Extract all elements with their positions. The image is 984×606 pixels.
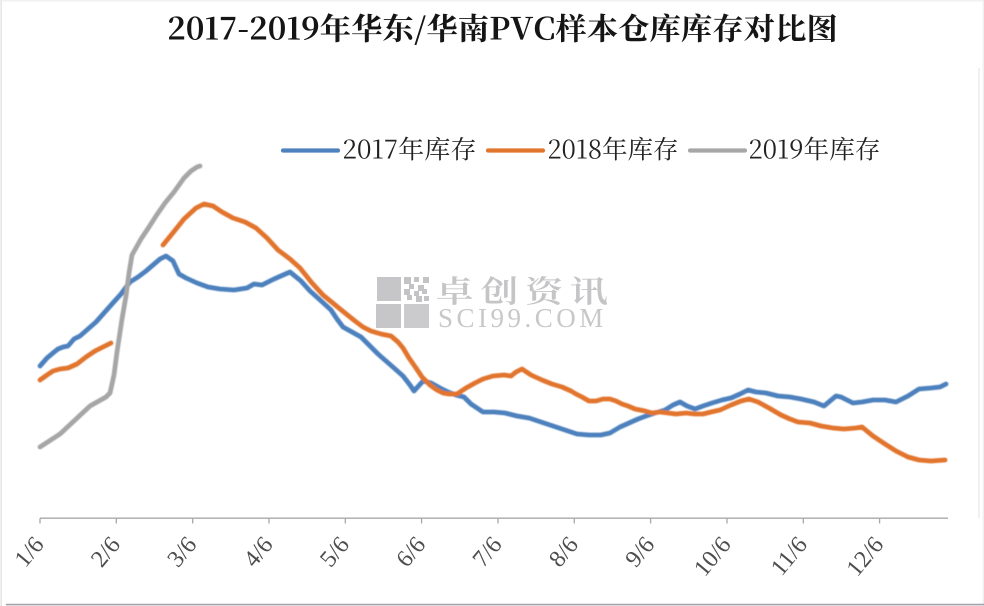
svg-text:SCI99.COM: SCI99.COM [438,303,607,333]
